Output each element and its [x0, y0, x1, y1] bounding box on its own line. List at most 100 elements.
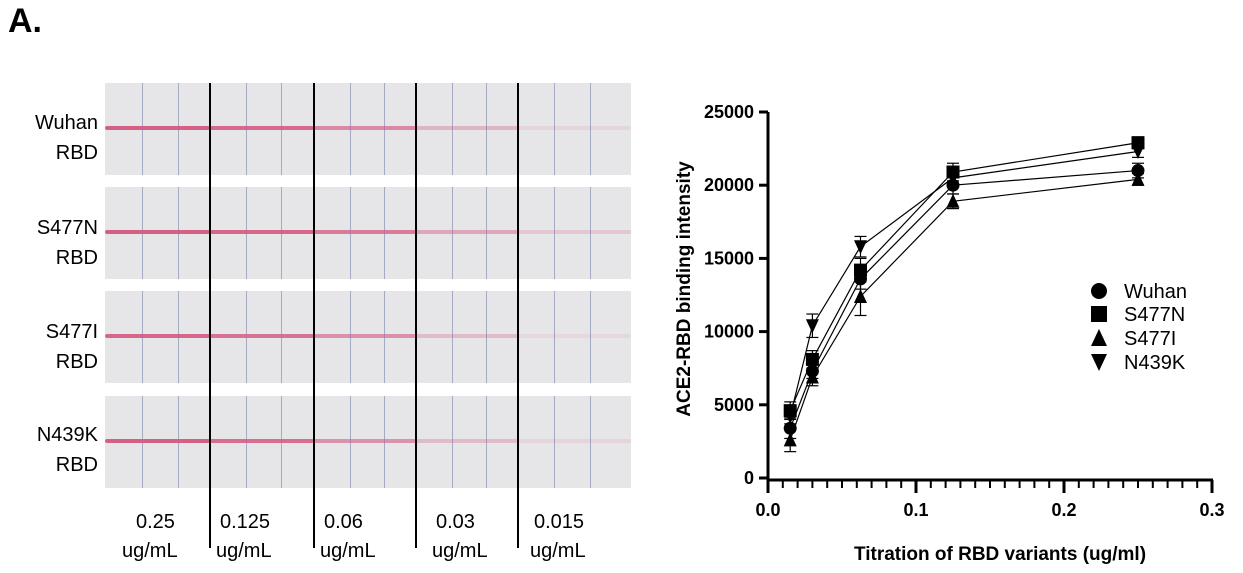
test-band [518, 439, 631, 443]
test-strip-s477n [105, 187, 631, 279]
test-band [314, 230, 416, 234]
concentration-unit: ug/mL [122, 540, 178, 562]
concentration-value: 0.125 [220, 511, 271, 533]
strip-guide-line [452, 187, 453, 279]
strip-guide-line [452, 396, 453, 488]
concentration-label: 0.125 ug/mL [216, 508, 316, 566]
strip-label: Wuhan RBD [0, 108, 98, 168]
test-strip-wuhan [105, 83, 631, 175]
y-axis-title: ACE2-RBD binding intensity [674, 161, 695, 417]
test-band [518, 126, 631, 130]
series-line-wuhan [789, 169, 1139, 429]
concentration-label: 0.06 ug/mL [320, 508, 420, 566]
concentration-divider [313, 83, 315, 548]
concentration-unit: ug/mL [530, 540, 586, 562]
data-point-s477i [783, 432, 797, 447]
concentration-divider [209, 83, 211, 548]
legend-marker-s477i [1091, 329, 1107, 346]
strip-label: S477I RBD [0, 317, 98, 377]
data-point-n439k [805, 319, 819, 334]
data-point-n439k [1131, 145, 1145, 160]
strip-guide-line [452, 83, 453, 175]
data-point-s477n [805, 352, 819, 366]
strip-guide-line [554, 187, 555, 279]
strip-guide-line [590, 396, 591, 488]
concentration-divider [517, 83, 519, 548]
strip-guide-line [486, 187, 487, 279]
test-band [105, 126, 210, 130]
strip-guide-line [590, 291, 591, 383]
test-strip-n439k [105, 396, 631, 488]
strip-guide-line [590, 187, 591, 279]
x-tick-label: 0.1 [903, 500, 928, 520]
strip-label: S477N RBD [0, 213, 98, 273]
data-point-s477i [805, 369, 819, 384]
concentration-unit: ug/mL [216, 540, 272, 562]
test-band [416, 439, 518, 443]
legend-marker-wuhan [1091, 283, 1107, 299]
y-tick-label: 20000 [704, 175, 754, 195]
strip-label-type: RBD [55, 454, 98, 476]
strip-guide-line [554, 291, 555, 383]
data-point-n439k [783, 410, 797, 425]
test-band [210, 230, 314, 234]
y-tick-label: 5000 [714, 395, 754, 415]
test-band [210, 439, 314, 443]
test-band [105, 439, 210, 443]
data-point-n439k [854, 240, 867, 255]
x-tick-label: 0.3 [1199, 500, 1224, 520]
test-band [210, 126, 314, 130]
strip-label-variant: S477I [45, 321, 98, 343]
test-band [416, 334, 518, 338]
test-band [416, 230, 518, 234]
strip-guide-line [452, 291, 453, 383]
x-axis-title: Titration of RBD variants (ug/ml) [854, 544, 1146, 565]
y-tick-label: 25000 [704, 102, 754, 122]
concentration-label: 0.25 ug/mL [122, 508, 222, 566]
concentration-value: 0.06 [324, 511, 363, 533]
strip-guide-line [554, 396, 555, 488]
legend-label-s477n: S477N [1124, 304, 1185, 326]
concentration-value: 0.25 [136, 511, 175, 533]
series-line-s477i [789, 178, 1139, 441]
concentration-label: 0.015 ug/mL [530, 508, 630, 566]
concentration-label: 0.03 ug/mL [432, 508, 532, 566]
strip-guide-line [486, 291, 487, 383]
test-band [105, 230, 210, 234]
strip-guide-line [486, 396, 487, 488]
series-line-n439k [789, 150, 1139, 417]
strip-label-type: RBD [55, 247, 98, 269]
test-band [518, 334, 631, 338]
x-tick-label: 0.0 [755, 500, 780, 520]
strip-label-type: RBD [55, 351, 98, 373]
strip-label: N439K RBD [0, 420, 98, 480]
data-point-n439k [946, 171, 960, 186]
concentration-value: 0.015 [534, 511, 585, 533]
test-band [210, 334, 314, 338]
concentration-unit: ug/mL [432, 540, 488, 562]
y-tick-label: 0 [744, 468, 754, 488]
data-point-s477i [946, 193, 960, 208]
concentration-value: 0.03 [436, 511, 475, 533]
legend-label-n439k: N439K [1124, 352, 1186, 374]
legend-marker-s477n [1091, 306, 1107, 322]
strip-guide-line [590, 83, 591, 175]
y-tick-label: 10000 [704, 322, 754, 342]
y-tick-label: 15000 [704, 248, 754, 268]
data-point-s477i [1131, 171, 1145, 186]
strip-guide-line [554, 83, 555, 175]
test-strip-s477i [105, 291, 631, 383]
test-band [416, 126, 518, 130]
panel-label: A. [8, 2, 42, 40]
test-band [518, 230, 631, 234]
legend-marker-n439k [1091, 354, 1107, 371]
concentration-unit: ug/mL [320, 540, 376, 562]
test-band [314, 334, 416, 338]
x-tick-label: 0.2 [1051, 500, 1076, 520]
strip-label-type: RBD [55, 142, 98, 164]
data-point-s477n [854, 263, 867, 277]
test-band [314, 439, 416, 443]
strip-label-variant: N439K [36, 424, 98, 446]
legend-label-wuhan: Wuhan [1124, 281, 1187, 303]
